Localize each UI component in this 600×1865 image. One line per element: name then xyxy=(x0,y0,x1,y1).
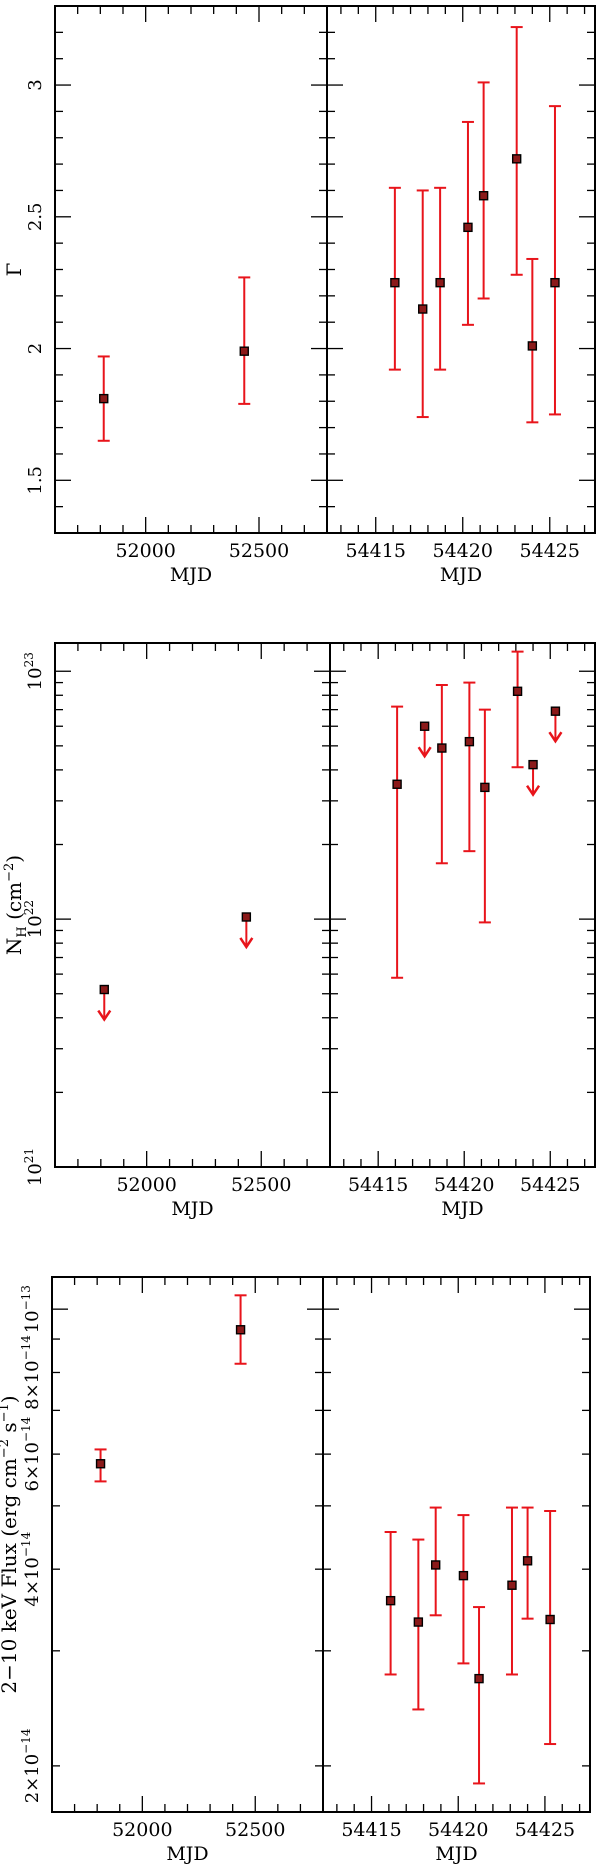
y-axis-label: 2−10 keV Flux (erg cm−2 s−1) xyxy=(0,1395,21,1693)
data-point xyxy=(463,222,473,233)
data-point xyxy=(419,721,430,731)
y-tick-label: 1.5 xyxy=(25,466,46,495)
data-point xyxy=(527,341,538,351)
plot-frame xyxy=(322,1276,591,1813)
upper-limit-arrowhead xyxy=(97,1009,112,1022)
x-tick-label: 54425 xyxy=(515,1819,575,1841)
data-point xyxy=(418,304,428,314)
data-point xyxy=(390,277,400,288)
panel-middle-left: 52000 52500 MJD 1021 1022 1023 NH (cm−2) xyxy=(2,642,331,1220)
upper-limit-arrowhead xyxy=(239,937,254,950)
x-tick-label: 54425 xyxy=(520,540,580,562)
y-axis-label: NH (cm−2) xyxy=(2,855,30,955)
data-point xyxy=(239,346,249,356)
x-axis-label: MJD xyxy=(171,1198,213,1220)
upper-limit-arrowhead xyxy=(526,784,541,797)
x-tick-label: 52000 xyxy=(115,540,175,562)
panel-top-left: 52000 52500 MJD 1.5 2 2.5 3 Γ xyxy=(2,5,328,586)
y-axis-label: Γ xyxy=(2,262,26,276)
upper-limit-arrowhead xyxy=(548,731,563,744)
x-tick-label: 54420 xyxy=(434,1174,494,1196)
x-tick-label: 52000 xyxy=(116,1174,176,1196)
data-point xyxy=(511,154,522,164)
plot-frame xyxy=(329,642,596,1168)
x-axis-label: MJD xyxy=(440,564,482,586)
data-point xyxy=(512,686,523,697)
x-tick-label: 54415 xyxy=(346,540,406,562)
x-tick-label: 54420 xyxy=(433,540,493,562)
y-tick-label: 1023 xyxy=(22,652,46,690)
data-point xyxy=(522,1556,533,1566)
x-tick-label: 54415 xyxy=(341,1819,401,1841)
data-point xyxy=(507,1580,517,1590)
x-axis-label: MJD xyxy=(170,564,212,586)
data-point xyxy=(550,277,560,288)
data-point xyxy=(430,1560,441,1570)
x-tick-label: 54415 xyxy=(348,1174,408,1196)
x-tick-label: 52500 xyxy=(225,1819,285,1841)
data-point xyxy=(437,743,447,753)
y-tick-label: 6×10−14 xyxy=(19,1416,43,1491)
y-tick-label: 2 xyxy=(25,343,46,354)
data-point xyxy=(235,1325,246,1335)
data-point xyxy=(478,191,489,201)
data-point xyxy=(480,782,490,793)
y-tick-label: 4×10−14 xyxy=(19,1531,43,1606)
data-point xyxy=(458,1570,469,1581)
data-point xyxy=(95,1459,106,1469)
data-point xyxy=(413,1617,424,1627)
x-axis-label: MJD xyxy=(166,1843,208,1865)
y-tick-label: 3 xyxy=(25,79,46,90)
data-point xyxy=(392,779,402,789)
data-point xyxy=(99,984,109,995)
panel-middle-right: 54415 54420 54425 MJD xyxy=(329,642,596,1220)
panel-bottom-right: 54415 54420 54425 MJD xyxy=(322,1276,591,1865)
data-point xyxy=(528,759,538,770)
data-point xyxy=(464,736,475,747)
x-axis-label: MJD xyxy=(441,1198,483,1220)
upper-limit-arrowhead xyxy=(417,746,432,759)
data-point xyxy=(545,1614,555,1625)
panel-top-right: 54415 54420 54425 MJD xyxy=(326,5,596,586)
y-tick-label: 10−13 xyxy=(19,1285,43,1333)
x-tick-label: 52500 xyxy=(229,540,289,562)
data-point xyxy=(435,277,445,288)
data-point xyxy=(385,1595,396,1606)
x-tick-label: 54425 xyxy=(520,1174,580,1196)
data-point xyxy=(241,912,252,922)
x-tick-label: 52500 xyxy=(231,1174,291,1196)
x-tick-label: 52000 xyxy=(112,1819,172,1841)
plot-frame xyxy=(54,5,328,534)
panel-bottom-left: 52000 52500 MJD 2×10−14 4×10−14 6×10−14 8×10−1… xyxy=(0,1276,324,1865)
x-axis-label: MJD xyxy=(435,1843,477,1865)
x-tick-label: 54420 xyxy=(428,1819,488,1841)
plot-frame xyxy=(54,642,331,1168)
data-point xyxy=(99,393,109,404)
y-tick-label: 2.5 xyxy=(25,202,46,231)
y-tick-label: 2×10−14 xyxy=(19,1728,43,1803)
y-tick-label: 8×10−14 xyxy=(19,1335,43,1410)
plot-frame xyxy=(51,1276,324,1813)
data-point xyxy=(550,706,561,716)
data-point xyxy=(474,1673,484,1684)
y-tick-label: 1022 xyxy=(22,900,46,938)
y-tick-label: 1021 xyxy=(22,1148,46,1186)
